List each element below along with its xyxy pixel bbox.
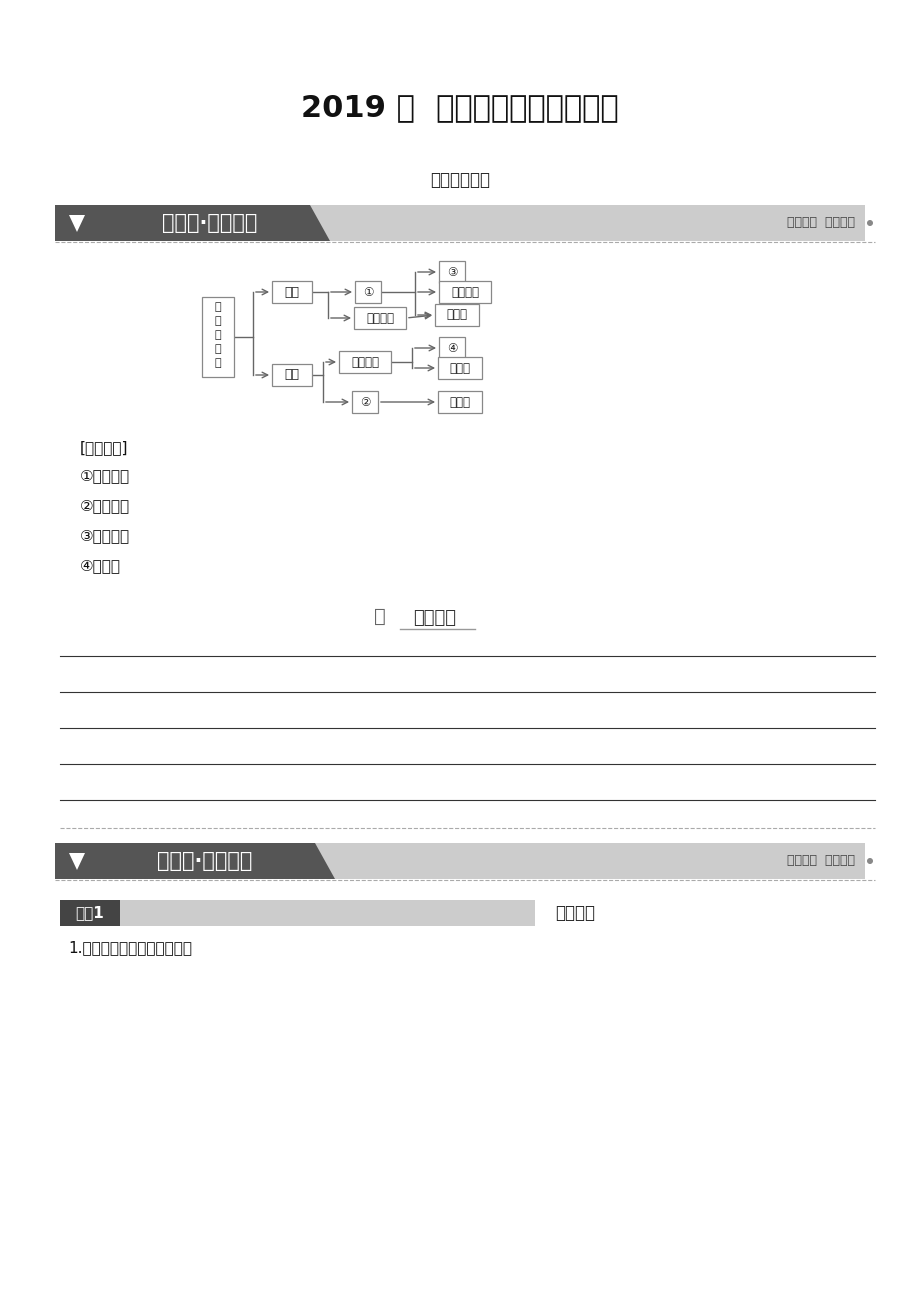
Polygon shape	[69, 853, 85, 870]
Bar	[202, 297, 233, 378]
Text: ④: ④	[447, 341, 457, 354]
Bar	[437, 391, 482, 413]
Text: 1.归纳推理的特点及一般步骤: 1.归纳推理的特点及一般步骤	[68, 940, 192, 956]
Text: 🎓: 🎓	[374, 607, 385, 625]
Text: 推理: 推理	[284, 285, 300, 298]
Text: 主题1: 主题1	[75, 905, 104, 921]
Bar	[60, 900, 119, 926]
Text: 演绎推理: 演绎推理	[366, 311, 393, 324]
Text: ②: ②	[359, 396, 369, 409]
Text: 学思心得: 学思心得	[413, 609, 456, 628]
Text: 证明: 证明	[284, 368, 300, 381]
Text: 巩固层·知识整合: 巩固层·知识整合	[162, 214, 257, 233]
Bar	[438, 281, 491, 303]
Bar	[272, 281, 312, 303]
Text: 提升层·能力强化: 提升层·能力强化	[157, 852, 253, 871]
Bar	[438, 337, 465, 359]
Bar	[437, 357, 482, 379]
Polygon shape	[69, 215, 85, 232]
Text: ①合情推理: ①合情推理	[80, 469, 130, 483]
Text: 章末分层突破: 章末分层突破	[429, 171, 490, 189]
Text: 证: 证	[214, 344, 221, 354]
Text: 与: 与	[214, 329, 221, 340]
Bar	[338, 352, 391, 372]
Polygon shape	[55, 204, 330, 241]
Bar	[435, 303, 479, 326]
Text: ②间接证明: ②间接证明	[80, 499, 130, 513]
Circle shape	[866, 220, 872, 227]
Bar	[354, 307, 405, 329]
Text: [自我校对]: [自我校对]	[80, 440, 129, 456]
Bar	[351, 391, 378, 413]
Bar	[438, 260, 465, 283]
Text: ③: ③	[447, 266, 457, 279]
Text: 类比推理: 类比推理	[450, 285, 479, 298]
Text: 反证法: 反证法	[449, 396, 470, 409]
Circle shape	[866, 858, 872, 865]
Bar	[355, 281, 380, 303]
Polygon shape	[55, 842, 335, 879]
Text: 分析法: 分析法	[449, 362, 470, 375]
Bar	[55, 204, 864, 241]
Text: 明: 明	[214, 358, 221, 368]
Text: 2019 届  北师大版数学精品资料: 2019 届 北师大版数学精品资料	[301, 94, 618, 122]
Text: 三段论: 三段论	[446, 309, 467, 322]
Bar	[55, 842, 864, 879]
Text: 直接证明: 直接证明	[351, 355, 379, 368]
Text: 理: 理	[214, 316, 221, 326]
Bar	[272, 365, 312, 385]
Text: ④综合法: ④综合法	[80, 559, 121, 573]
Text: 知识体系  反馈教材: 知识体系 反馈教材	[786, 216, 854, 229]
Text: 深化整合  探究提升: 深化整合 探究提升	[786, 854, 854, 867]
Bar	[119, 900, 535, 926]
Text: 推: 推	[214, 302, 221, 312]
Text: 合情推理: 合情推理	[554, 904, 595, 922]
Text: ③归纳推理: ③归纳推理	[80, 529, 130, 543]
Text: ①: ①	[362, 285, 373, 298]
